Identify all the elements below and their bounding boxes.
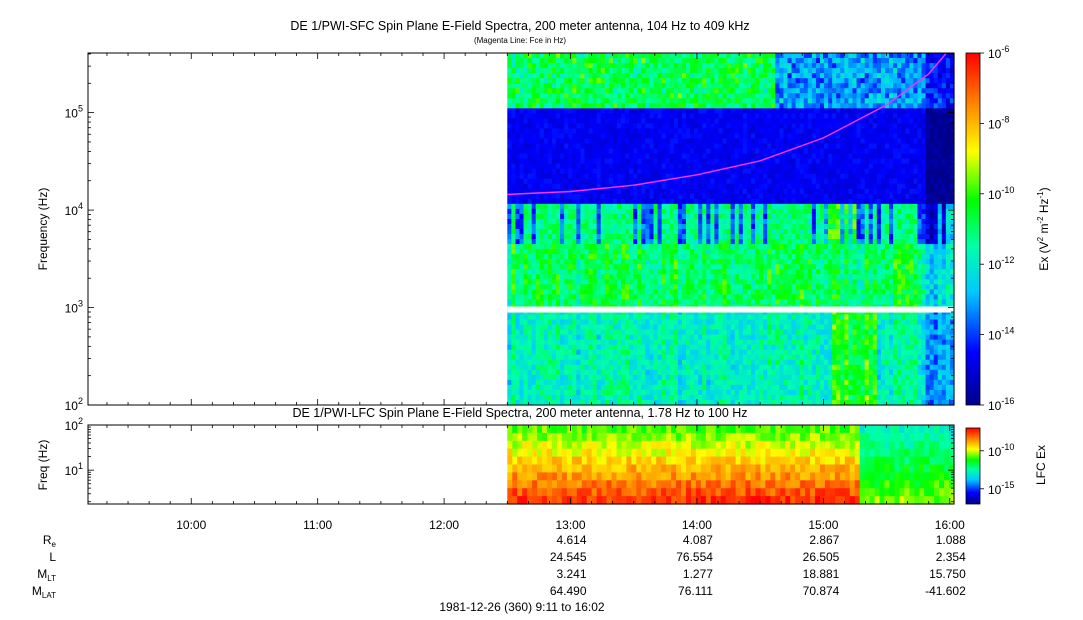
- lfc-y-tick-label: 102: [65, 416, 83, 433]
- time-tick-label: 16:00: [935, 518, 965, 532]
- ephemeris-value: 2.354: [936, 550, 966, 564]
- sfc-y-tick-label: 104: [65, 201, 83, 218]
- sfc-spectrogram: [507, 53, 955, 406]
- ephemeris-value: -41.602: [925, 584, 966, 598]
- ephemeris-value: 2.867: [809, 533, 839, 547]
- sfc-y-tick-label: 102: [65, 396, 83, 413]
- ephemeris-label: MLT: [37, 567, 56, 583]
- sfc-subtitle: (Magenta Line: Fce in Hz): [474, 36, 566, 45]
- ephemeris-value: 3.241: [556, 567, 586, 581]
- sfc-y-label: Frequency (Hz): [36, 188, 50, 271]
- ephemeris-value: 4.087: [683, 533, 713, 547]
- lfc-spectrogram: [507, 425, 955, 505]
- time-tick-label: 12:00: [429, 518, 459, 532]
- sfc-cbar-tick-label: 10-12: [988, 255, 1014, 272]
- sfc-colorbar-ticks: 10-16 10-14 10-12 10-10 10-8 10-6: [980, 44, 1014, 413]
- lfc-y-tick-label: 101: [65, 461, 83, 478]
- ephemeris-value: 76.554: [676, 550, 713, 564]
- lfc-colorbar-ticks: 10-15 10-10: [980, 442, 1014, 497]
- lfc-y-label: Freq (Hz): [36, 440, 50, 491]
- time-tick-label: 11:00: [303, 518, 332, 532]
- lfc-colorbar-label: LFC Ex: [1034, 445, 1048, 485]
- sfc-title: DE 1/PWI-SFC Spin Plane E-Field Spectra,…: [290, 19, 749, 33]
- sfc-colorbar-label: Ex (V2 m-2 Hz-1): [1036, 187, 1051, 270]
- ephemeris-value: 70.874: [803, 584, 840, 598]
- fce-line: [507, 53, 947, 196]
- time-tick-label: 15:00: [808, 518, 838, 532]
- ephemeris-value: 18.881: [803, 567, 840, 581]
- sfc-colorbar: [965, 52, 981, 406]
- ephemeris-table: Re 4.614 4.087 2.867 1.088 L 24.545 76.554 26.50…: [32, 533, 966, 600]
- sfc-cbar-tick-label: 10-8: [988, 114, 1009, 131]
- sfc-panel-frame: [87, 52, 955, 406]
- ephemeris-label: L: [49, 550, 56, 564]
- ephemeris-value: 26.505: [803, 550, 840, 564]
- sfc-cbar-tick-label: 10-10: [988, 185, 1014, 202]
- ephemeris-value: 64.490: [550, 584, 587, 598]
- lfc-y-axis: 101 102: [65, 416, 954, 503]
- sfc-cbar-tick-label: 10-6: [988, 44, 1009, 61]
- ephemeris-value: 15.750: [929, 567, 966, 581]
- ephemeris-value: 4.614: [556, 533, 586, 547]
- time-tick-label: 14:00: [682, 518, 712, 532]
- lfc-cbar-tick-label: 10-10: [988, 442, 1014, 459]
- time-tick-label: 13:00: [556, 518, 586, 532]
- lfc-colorbar: [965, 427, 981, 505]
- time-axis: 10:00 11:00 12:00 13:00 14:00 15:00 16:00: [106, 53, 965, 532]
- ephemeris-label: Re: [43, 533, 57, 549]
- sfc-y-axis: 102 103 104 105: [65, 53, 954, 413]
- ephemeris-value: 1.277: [683, 567, 713, 581]
- ephemeris-value: 24.545: [550, 550, 587, 564]
- footer-time-range: 1981-12-26 (360) 9:11 to 16:02: [439, 600, 605, 614]
- time-tick-label: 10:00: [176, 518, 206, 532]
- lfc-cbar-tick-label: 10-15: [988, 480, 1014, 497]
- lfc-title: DE 1/PWI-LFC Spin Plane E-Field Spectra,…: [292, 406, 747, 420]
- lfc-panel-frame: [87, 424, 955, 505]
- ephemeris-label: MLAT: [32, 584, 56, 600]
- sfc-cbar-tick-label: 10-14: [988, 326, 1014, 343]
- ephemeris-value: 76.111: [678, 584, 713, 598]
- sfc-cbar-tick-label: 10-16: [988, 396, 1014, 413]
- sfc-y-tick-label: 105: [65, 104, 83, 121]
- sfc-y-tick-label: 103: [65, 299, 83, 316]
- ephemeris-value: 1.088: [936, 533, 966, 547]
